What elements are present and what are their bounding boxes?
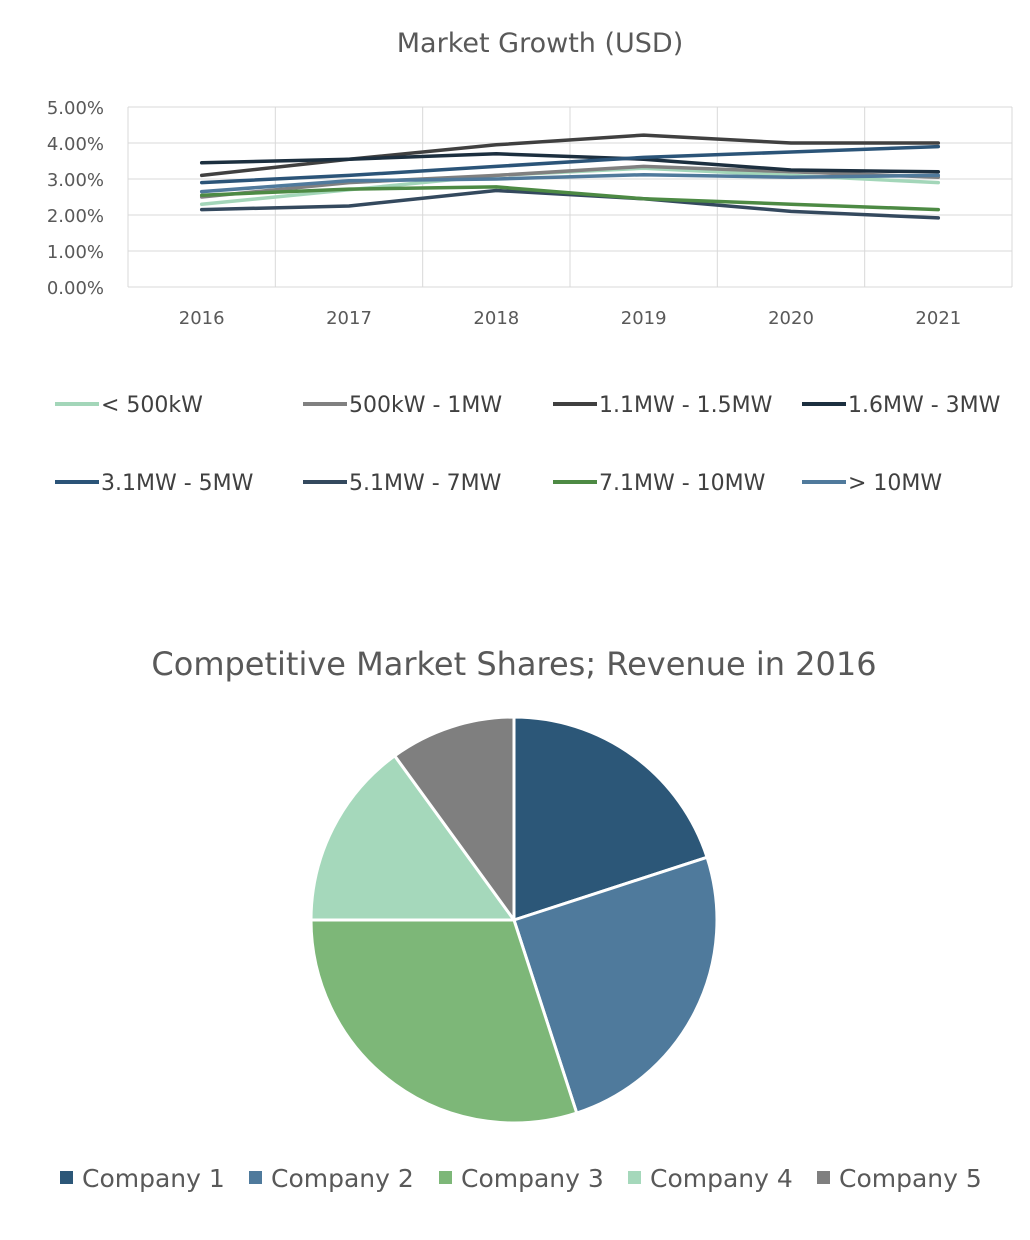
pie-slice <box>393 715 516 922</box>
line-chart-title: Market Growth (USD) <box>397 28 683 59</box>
y-tick-label: 3.00% <box>47 170 104 191</box>
x-tick-label: 2016 <box>179 308 225 329</box>
legend-swatch <box>60 1171 73 1184</box>
legend-label: 1.6MW - 3MW <box>848 393 1001 418</box>
series-line <box>199 172 941 194</box>
legend-label: > 10MW <box>848 471 942 496</box>
legend-label: 7.1MW - 10MW <box>599 471 766 496</box>
legend-swatch <box>249 1171 262 1184</box>
legend-swatch <box>817 1171 830 1184</box>
pie-chart-slices <box>309 715 719 1125</box>
series-line <box>199 185 941 212</box>
legend-label: < 500kW <box>101 393 203 418</box>
legend-label: 3.1MW - 5MW <box>101 471 254 496</box>
pie-slice <box>309 754 516 922</box>
legend-label: Company 1 <box>82 1164 225 1193</box>
x-tick-label: 2018 <box>473 308 519 329</box>
pie-chart-title: Competitive Market Shares; Revenue in 20… <box>151 645 876 683</box>
line-chart-series <box>199 133 941 220</box>
pie-chart: Competitive Market Shares; Revenue in 20… <box>60 645 982 1193</box>
y-tick-label: 2.00% <box>47 206 104 227</box>
y-tick-label: 0.00% <box>47 278 104 299</box>
x-tick-label: 2019 <box>621 308 667 329</box>
line-chart: Market Growth (USD) 0.00% 1.00% 2.00% 3.00%… <box>47 28 1013 496</box>
legend-label: Company 2 <box>271 1164 414 1193</box>
legend-label: 5.1MW - 7MW <box>349 471 502 496</box>
legend-swatch <box>628 1171 641 1184</box>
x-tick-label: 2017 <box>326 308 372 329</box>
legend-label: 1.1MW - 1.5MW <box>599 393 773 418</box>
pie-slice <box>309 918 579 1125</box>
y-tick-label: 1.00% <box>47 242 104 263</box>
series-line <box>199 164 941 199</box>
legend-swatch <box>439 1171 452 1184</box>
y-tick-label: 4.00% <box>47 134 104 155</box>
series-line <box>199 133 941 178</box>
y-tick-label: 5.00% <box>47 98 104 119</box>
line-chart-x-ticks: 2016 2017 2018 2019 2020 2021 <box>179 308 961 329</box>
pie-slice <box>512 855 719 1115</box>
series-line <box>199 188 941 220</box>
pie-chart-legend: Company 1 Company 2 Company 3 Company 4 Comp… <box>60 1164 982 1193</box>
legend-label: Company 3 <box>461 1164 604 1193</box>
line-chart-legend: < 500kW 500kW - 1MW 1.1MW - 1.5MW 1.6MW - 3… <box>55 393 1001 496</box>
series-line <box>199 144 941 185</box>
legend-label: Company 4 <box>650 1164 793 1193</box>
x-tick-label: 2020 <box>768 308 814 329</box>
legend-label: Company 5 <box>839 1164 982 1193</box>
line-chart-y-ticks: 0.00% 1.00% 2.00% 3.00% 4.00% 5.00% <box>47 98 104 299</box>
series-line <box>199 152 941 174</box>
pie-slice <box>512 715 709 922</box>
x-tick-label: 2021 <box>915 308 961 329</box>
legend-label: 500kW - 1MW <box>349 393 502 418</box>
